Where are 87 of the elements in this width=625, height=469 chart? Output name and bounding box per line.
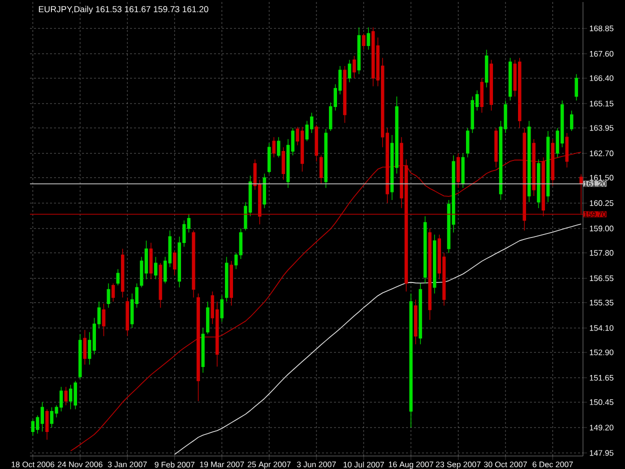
y-tick-label: 163.95 [590, 125, 614, 131]
y-tick-label: 166.40 [590, 75, 614, 82]
candlestick [357, 27, 361, 74]
x-tick-label: 10 Jul 2007 [344, 462, 384, 468]
y-tick-label: 157.80 [590, 250, 614, 256]
candlestick [78, 334, 82, 380]
candlestick [570, 110, 574, 132]
y-tick-label: 155.35 [590, 300, 614, 306]
y-tick-label: 162.70 [590, 150, 614, 156]
candlestick [409, 293, 413, 428]
candlestick [527, 120, 531, 202]
candlestick [83, 330, 86, 365]
candlestick [423, 216, 427, 284]
candlestick [120, 248, 124, 298]
candlestick [480, 78, 484, 114]
candlestick [192, 230, 196, 298]
x-tick-label: 19 Mar 2007 [200, 462, 244, 468]
candlestick [149, 242, 153, 280]
candlestick [126, 297, 130, 336]
candlestick [362, 33, 366, 50]
candlestick [348, 60, 352, 83]
y-tick-label: 160.25 [590, 200, 614, 206]
candlestick [268, 142, 271, 174]
candlestick [224, 256, 228, 302]
candlestick [494, 128, 498, 168]
candlestick [532, 138, 536, 196]
candlestick [508, 58, 512, 101]
candlestick [102, 303, 106, 336]
candlestick [484, 49, 488, 88]
y-tick-label: 167.60 [590, 50, 614, 57]
candlestick [230, 260, 234, 306]
x-tick-label: 18 Oct 2006 [12, 462, 54, 468]
x-tick-label: 16 Aug 2007 [388, 462, 434, 469]
candlestick [262, 173, 266, 209]
candlestick [428, 228, 432, 320]
candlestick [314, 124, 318, 162]
candlestick [196, 293, 200, 402]
candlestick [536, 159, 540, 209]
candlestick [352, 56, 356, 79]
y-tick-label: 150.45 [590, 399, 614, 406]
y-tick-label: 165.15 [590, 100, 614, 106]
candlestick [546, 130, 550, 202]
candlestick [574, 74, 578, 101]
x-tick-label: 24 Nov 2006 [58, 462, 102, 468]
candlestick [551, 138, 554, 186]
candlestick [282, 146, 285, 180]
candlestick [456, 153, 460, 188]
candlestick [112, 283, 115, 302]
candlestick [522, 128, 526, 231]
x-tick-label: 30 Oct 2007 [484, 462, 527, 468]
candlestick [206, 301, 210, 334]
x-tick-label: 23 Sep 2007 [436, 462, 481, 469]
chart-title: EURJPY,Daily 161.53 161.67 159.73 161.20 [38, 6, 208, 14]
x-tick-label: 9 Feb 2007 [154, 462, 194, 468]
candlestick [158, 262, 162, 308]
candlestick [466, 128, 470, 158]
candlestick [418, 283, 422, 345]
x-tick-label: 25 Apr 2007 [248, 462, 291, 469]
candlestick [106, 283, 110, 308]
y-tick-label: 159.00 [590, 226, 614, 232]
y-tick-label: 156.55 [590, 275, 614, 282]
candlestick [220, 295, 224, 322]
candlestick [201, 328, 205, 374]
candlestick [154, 256, 158, 280]
candlestick [461, 153, 465, 188]
candlestick [542, 157, 545, 217]
candlestick [343, 66, 346, 124]
y-tick-label: 152.90 [590, 350, 614, 356]
x-tick-label: 6 Dec 2007 [532, 462, 573, 468]
candlestick [490, 60, 493, 112]
y-tick-label: 151.65 [590, 374, 614, 381]
candlestick [565, 132, 569, 168]
x-tick-label: 3 Jun 2007 [296, 462, 336, 468]
candlestick [64, 386, 68, 406]
y-tick-label: 161.50 [590, 174, 614, 181]
candlestick [172, 250, 176, 276]
y-tick-label: 147.95 [590, 450, 614, 456]
y-tick-label: 149.20 [590, 424, 614, 430]
candlestick [324, 128, 328, 188]
candlestick [272, 136, 276, 158]
candlestick [319, 155, 323, 184]
candlestick [414, 299, 418, 345]
y-tick-label: 168.85 [590, 26, 614, 32]
candlestick [45, 408, 49, 440]
candlestick [276, 136, 280, 158]
x-tick-label: 3 Jan 2007 [108, 462, 147, 468]
y-tick-label: 154.10 [590, 325, 614, 331]
